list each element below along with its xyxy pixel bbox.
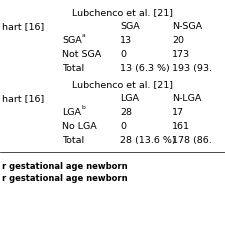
Text: 13: 13: [120, 36, 132, 45]
Text: N-LGA: N-LGA: [172, 94, 201, 103]
Text: 20: 20: [172, 36, 184, 45]
Text: LGA: LGA: [120, 94, 139, 103]
Text: r gestational age newborn: r gestational age newborn: [2, 174, 128, 183]
Text: 178 (86.: 178 (86.: [172, 136, 212, 145]
Text: 0: 0: [120, 122, 126, 131]
Text: N-SGA: N-SGA: [172, 22, 202, 31]
Text: hart [16]: hart [16]: [2, 22, 44, 31]
Text: 161: 161: [172, 122, 190, 131]
Text: 17: 17: [172, 108, 184, 117]
Text: 28 (13.6 %): 28 (13.6 %): [120, 136, 176, 145]
Text: r gestational age newborn: r gestational age newborn: [2, 162, 128, 171]
Text: Total: Total: [62, 136, 84, 145]
Text: Not SGA: Not SGA: [62, 50, 101, 59]
Text: 13 (6.3 %): 13 (6.3 %): [120, 64, 170, 73]
Text: SGA: SGA: [120, 22, 140, 31]
Text: 173: 173: [172, 50, 190, 59]
Text: Total: Total: [62, 64, 84, 73]
Text: 193 (93.: 193 (93.: [172, 64, 212, 73]
Text: LGA: LGA: [62, 108, 81, 117]
Text: SGA: SGA: [62, 36, 82, 45]
Text: hart [16]: hart [16]: [2, 94, 44, 103]
Text: No LGA: No LGA: [62, 122, 97, 131]
Text: Lubchenco et al. [21]: Lubchenco et al. [21]: [72, 8, 173, 17]
Text: Lubchenco et al. [21]: Lubchenco et al. [21]: [72, 80, 173, 89]
Text: a: a: [82, 33, 86, 38]
Text: 28: 28: [120, 108, 132, 117]
Text: b: b: [82, 105, 86, 110]
Text: 0: 0: [120, 50, 126, 59]
